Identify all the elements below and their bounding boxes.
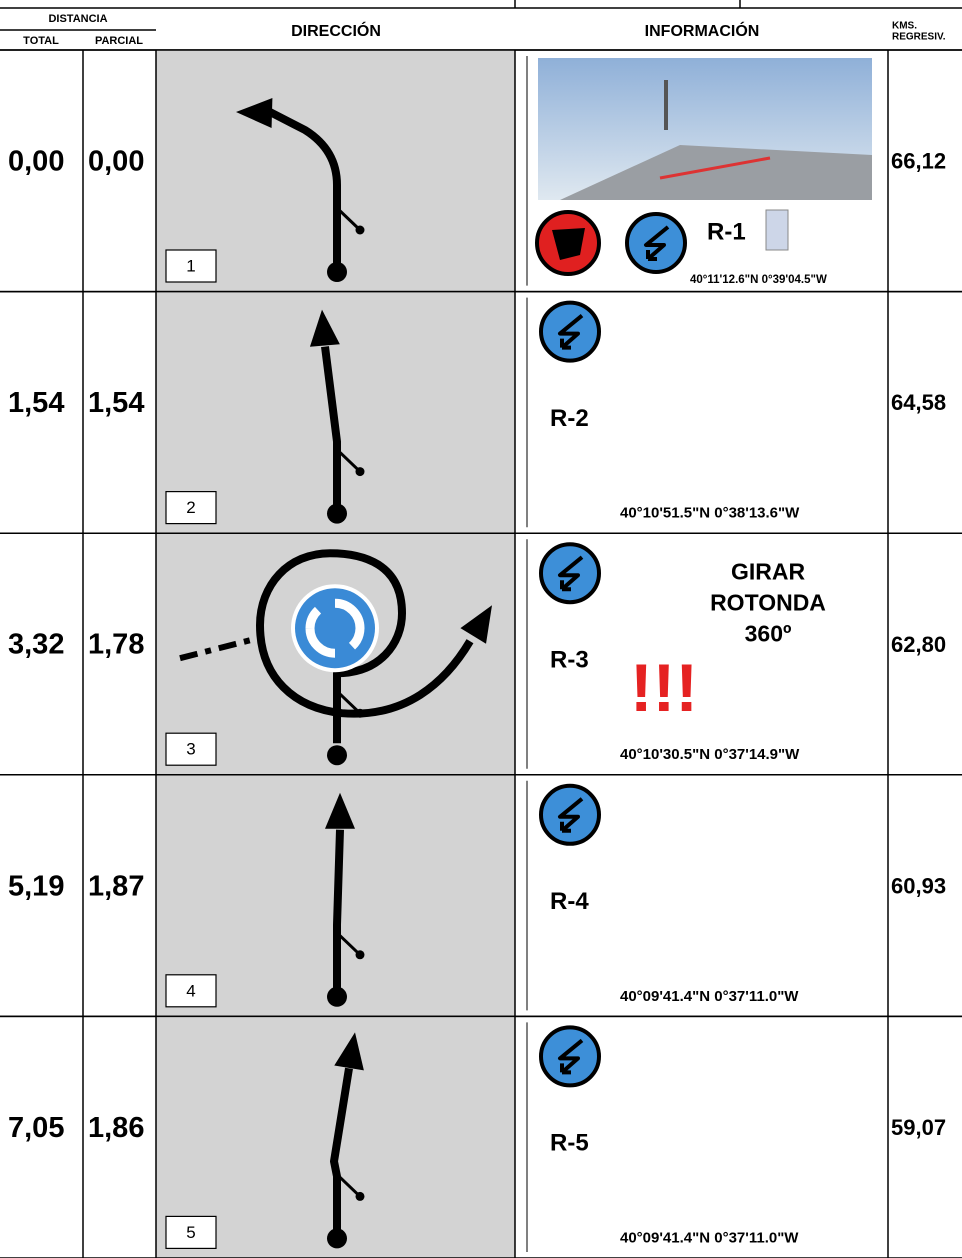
kms-remaining: 60,93 <box>891 873 946 898</box>
partial-distance: 1,87 <box>88 870 144 902</box>
partial-distance: 1,54 <box>88 387 144 419</box>
total-distance: 0,00 <box>8 145 64 177</box>
reference: R-5 <box>550 1130 589 1157</box>
previous-road <box>179 635 259 662</box>
side-road-end <box>355 950 365 960</box>
side-road-end <box>355 708 365 718</box>
step-box <box>165 249 217 283</box>
reference: R-1 <box>707 218 746 245</box>
waypoint-row: 0,00 0,00 66,12 1 R-1 40°11'12.6"N 0°39'04.5"… <box>0 49 962 293</box>
roundabout-arrows <box>305 598 365 658</box>
route-line <box>333 829 344 997</box>
coordinates: 40°10'51.5"N 0°38'13.6"W <box>620 505 800 522</box>
warning-mark: !!! <box>630 650 698 726</box>
side-road-end <box>355 1191 365 1201</box>
kms-remaining: 64,58 <box>891 390 946 415</box>
direction-diagram: 3 <box>165 549 492 766</box>
header: DISTANCIA TOTAL PARCIAL DIRECCIÓN INFORM… <box>0 0 962 51</box>
route-line <box>268 108 341 272</box>
photo-road <box>560 145 872 200</box>
side-road <box>335 1173 362 1198</box>
partial-distance: 1,78 <box>88 629 144 661</box>
side-road <box>335 206 362 232</box>
step-number: 3 <box>186 740 195 759</box>
info-icon-bolt <box>558 797 584 833</box>
total-distance: 1,54 <box>8 387 64 419</box>
coordinates: 40°09'41.4"N 0°37'11.0"W <box>620 988 799 1005</box>
waypoint-row: 3,32 1,78 62,80 3 R-3 40°10'30.5"N 0°37'14.9"… <box>0 532 962 776</box>
kms-header: REGRESIV. <box>892 32 946 43</box>
instruction: 360º <box>745 620 792 646</box>
arrow-head <box>309 309 340 347</box>
reference: R-3 <box>550 647 589 674</box>
step-number: 4 <box>186 981 195 1000</box>
kms-header: KMS. <box>892 21 917 32</box>
side-road <box>335 931 362 956</box>
information-header: INFORMACIÓN <box>645 21 760 40</box>
route-line <box>256 549 474 744</box>
total-distance: 7,05 <box>8 1112 64 1144</box>
info-icon-bolt <box>558 555 584 592</box>
distance-header: DISTANCIA <box>48 13 107 25</box>
kms-remaining: 62,80 <box>891 632 946 657</box>
kms-remaining: 59,07 <box>891 1115 946 1140</box>
thumbnail <box>765 209 789 251</box>
info-icon-bolt <box>644 225 670 261</box>
start-dot <box>327 986 347 1007</box>
total-distance: 5,19 <box>8 870 64 902</box>
partial-distance: 1,86 <box>88 1112 144 1144</box>
route-line <box>330 1067 353 1239</box>
photo-cross <box>664 80 668 130</box>
photo-line <box>659 156 771 180</box>
waypoint-row: 5,19 1,87 60,93 4 R-4 40°09'41.4"N 0°37'11.0"… <box>0 774 962 1018</box>
side-road-end <box>355 225 365 235</box>
partial-header: PARCIAL <box>95 35 143 47</box>
start-dot <box>327 1228 347 1249</box>
partial-distance: 0,00 <box>88 145 144 177</box>
reference: R-4 <box>550 888 589 915</box>
step-number: 2 <box>186 498 195 517</box>
instruction: GIRAR <box>731 558 806 584</box>
total-distance: 3,32 <box>8 629 64 661</box>
arrow-head <box>334 1032 364 1071</box>
side-road-end <box>355 467 365 477</box>
waypoint-row: 7,05 1,86 59,07 5 R-5 40°09'41.4"N 0°37'11.0"… <box>0 1015 962 1258</box>
direction-header: DIRECCIÓN <box>291 21 381 40</box>
arrow-head <box>460 605 492 644</box>
start-dot <box>327 503 347 524</box>
direction-diagram: 4 <box>165 792 365 1008</box>
side-road <box>335 690 362 715</box>
arrow-head <box>325 792 355 829</box>
waypoint-row: 1,54 1,54 64,58 2 R-2 40°10'51.5"N 0°38'13.6"… <box>0 290 962 534</box>
step-box <box>165 974 217 1008</box>
step-number: 5 <box>186 1223 195 1242</box>
instruction: ROTONDA <box>710 589 826 615</box>
route-line <box>321 346 341 514</box>
kms-remaining: 66,12 <box>891 149 946 174</box>
step-box <box>165 491 217 525</box>
side-road <box>335 448 362 473</box>
step-box <box>165 732 217 766</box>
info-icon-bolt <box>558 314 584 350</box>
arrow-head <box>236 98 273 128</box>
direction-diagram: 2 <box>165 309 365 525</box>
total-header: TOTAL <box>23 35 59 47</box>
start-dot <box>327 262 347 282</box>
coordinates: 40°11'12.6"N 0°39'04.5"W <box>690 274 827 286</box>
step-number: 1 <box>186 256 195 275</box>
step-box <box>165 1215 217 1250</box>
reference: R-2 <box>550 405 589 432</box>
coordinates: 40°10'30.5"N 0°37'14.9"W <box>620 746 800 763</box>
direction-diagram: 1 <box>165 98 365 283</box>
info-icon-bolt <box>558 1038 584 1075</box>
flag-icon-flag <box>552 228 585 260</box>
direction-diagram: 5 <box>165 1032 365 1250</box>
coordinates: 40°09'41.4"N 0°37'11.0"W <box>620 1229 799 1246</box>
start-dot <box>327 745 347 766</box>
